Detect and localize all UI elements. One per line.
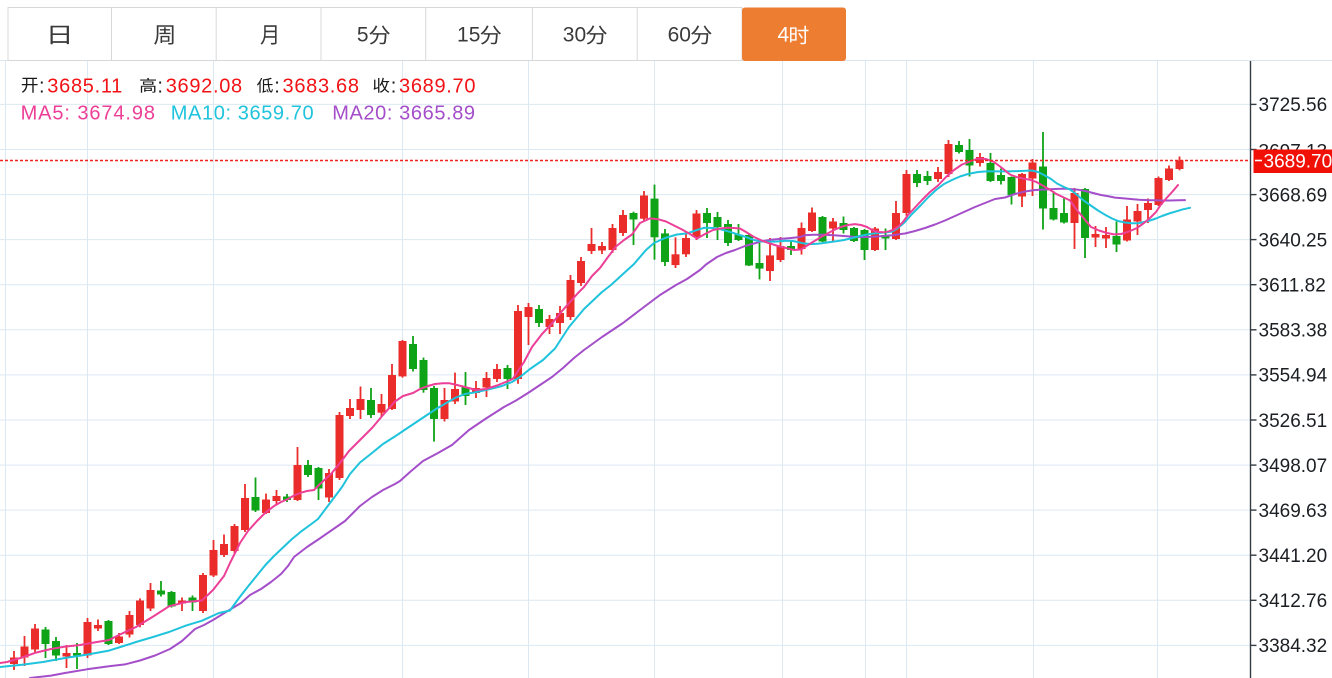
svg-text:3689.70: 3689.70 bbox=[399, 76, 476, 98]
svg-text:3683.68: 3683.68 bbox=[283, 76, 360, 98]
svg-text:3498.07: 3498.07 bbox=[1259, 456, 1328, 477]
svg-text:3692.08: 3692.08 bbox=[166, 76, 243, 98]
svg-text:3640.25: 3640.25 bbox=[1259, 230, 1328, 251]
svg-text:3412.76: 3412.76 bbox=[1259, 591, 1328, 612]
svg-text:3689.70: 3689.70 bbox=[1264, 151, 1332, 172]
svg-text:MA5: 3674.98: MA5: 3674.98 bbox=[21, 103, 156, 125]
svg-text:MA20: 3665.89: MA20: 3665.89 bbox=[332, 103, 475, 125]
svg-text:3668.69: 3668.69 bbox=[1259, 185, 1328, 206]
svg-text:4: 4 bbox=[778, 24, 790, 47]
svg-text:5: 5 bbox=[357, 24, 369, 47]
svg-text:60: 60 bbox=[668, 24, 691, 47]
svg-text:3384.32: 3384.32 bbox=[1259, 636, 1328, 657]
svg-text:3469.63: 3469.63 bbox=[1259, 501, 1328, 522]
svg-text:MA10: 3659.70: MA10: 3659.70 bbox=[171, 103, 314, 125]
svg-text:3685.11: 3685.11 bbox=[47, 76, 123, 98]
svg-text::: : bbox=[157, 76, 163, 98]
svg-text:15: 15 bbox=[457, 24, 480, 47]
svg-text:3554.94: 3554.94 bbox=[1259, 366, 1328, 387]
svg-text:3611.82: 3611.82 bbox=[1259, 276, 1326, 297]
svg-text:3441.20: 3441.20 bbox=[1259, 546, 1328, 567]
svg-text::: : bbox=[391, 76, 397, 98]
svg-text:30: 30 bbox=[563, 24, 586, 47]
svg-text:3725.56: 3725.56 bbox=[1259, 95, 1328, 116]
svg-text::: : bbox=[39, 76, 45, 98]
svg-text:3526.51: 3526.51 bbox=[1259, 411, 1328, 432]
svg-text::: : bbox=[274, 76, 280, 98]
svg-text:3583.38: 3583.38 bbox=[1259, 321, 1328, 342]
